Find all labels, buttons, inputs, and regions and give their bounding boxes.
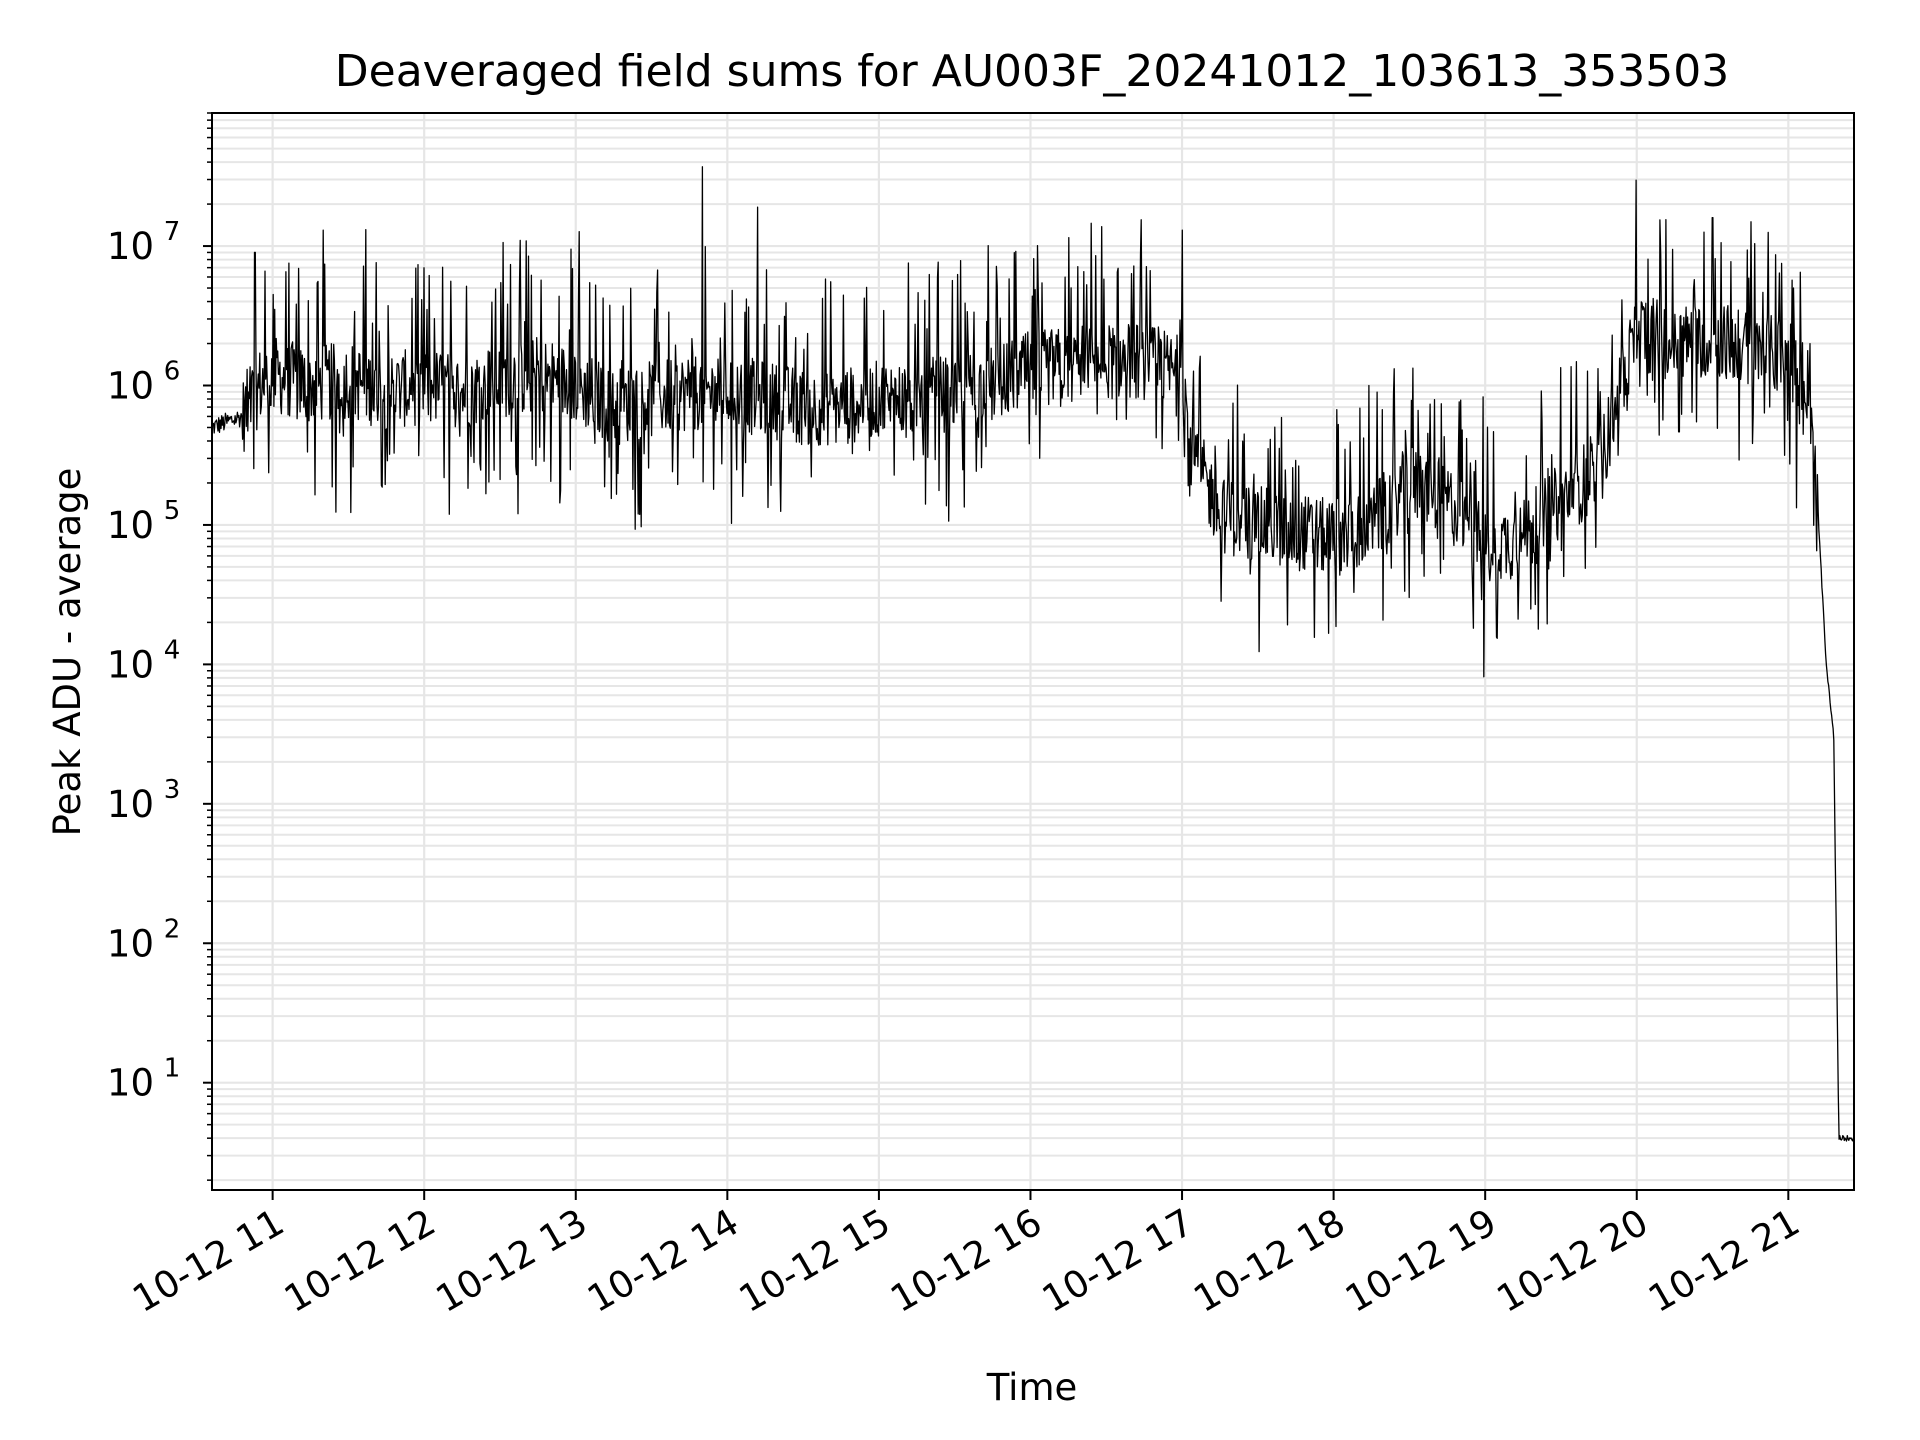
y-axis: 10 1 10 2 10 3 10 4 10 5 10 6 10 7 bbox=[107, 112, 212, 1181]
y-tick-exponent: 1 bbox=[164, 1054, 181, 1084]
series-line bbox=[212, 166, 1854, 1142]
y-axis-label: Peak ADU - average bbox=[46, 468, 89, 837]
y-tick-exponent: 4 bbox=[164, 635, 181, 665]
y-tick-label: 10 bbox=[107, 364, 154, 407]
y-tick-exponent: 5 bbox=[164, 496, 181, 526]
x-axis-label: Time bbox=[986, 1366, 1078, 1409]
y-tick-label: 10 bbox=[107, 1062, 154, 1105]
y-tick-exponent: 6 bbox=[164, 356, 181, 386]
y-tick-exponent: 2 bbox=[164, 914, 181, 944]
grid bbox=[212, 112, 1854, 1190]
y-tick-label: 10 bbox=[107, 504, 154, 547]
y-tick-label: 10 bbox=[107, 225, 154, 268]
plot-frame bbox=[211, 112, 1855, 1191]
y-tick-label: 10 bbox=[107, 643, 154, 686]
y-tick-exponent: 3 bbox=[164, 775, 181, 805]
y-tick-label: 10 bbox=[107, 783, 154, 826]
plot-area bbox=[212, 166, 1854, 1142]
chart-title: Deaveraged field sums for AU003F_2024101… bbox=[335, 46, 1729, 97]
y-tick-label: 10 bbox=[107, 922, 154, 965]
y-tick-exponent: 7 bbox=[164, 217, 181, 247]
